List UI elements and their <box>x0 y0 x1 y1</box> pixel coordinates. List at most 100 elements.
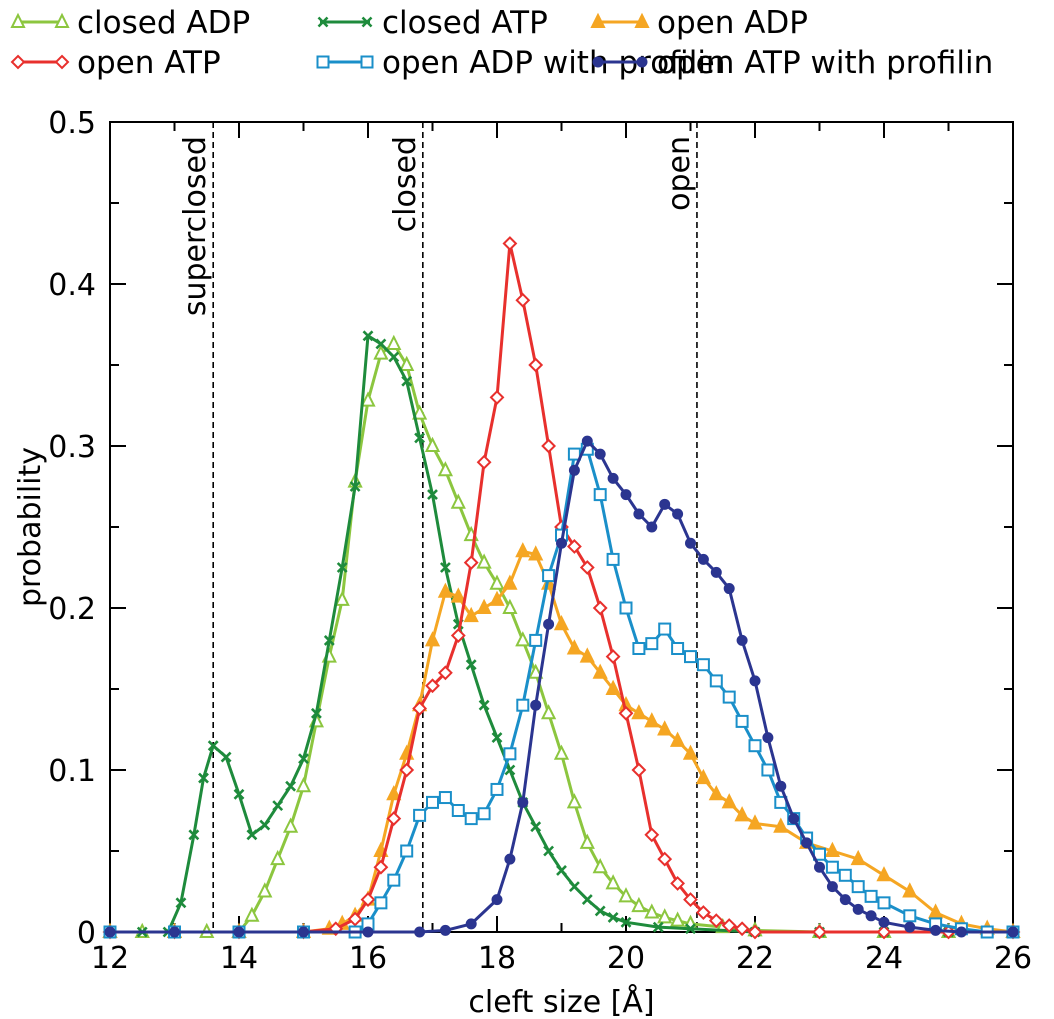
data-point <box>489 389 505 405</box>
x-tick-label: 16 <box>349 941 387 976</box>
data-point <box>104 926 116 938</box>
data-point <box>543 845 555 857</box>
legend-label: closed ATP <box>382 5 548 41</box>
reference-lines: superclosed closed open <box>178 122 698 932</box>
data-point <box>839 894 851 906</box>
data-point <box>735 714 749 728</box>
legend: closed ADP closed ATP open ADP open ATP open… <box>10 5 993 81</box>
data-point <box>386 785 402 801</box>
data-point-stroke <box>246 829 258 841</box>
data-point <box>646 521 658 533</box>
legend-item: open ATP <box>10 45 221 81</box>
data-point <box>788 813 800 825</box>
data-point <box>659 498 671 510</box>
data-point <box>605 874 621 890</box>
data-point <box>450 628 466 643</box>
data-point-stroke <box>427 489 438 501</box>
series-group <box>102 236 1021 940</box>
data-point <box>592 56 604 68</box>
data-point <box>556 865 567 876</box>
legend-item: open ADP with profilin <box>316 45 726 81</box>
data-point-stroke <box>317 16 329 28</box>
data-point <box>414 926 426 938</box>
data-point <box>723 583 735 595</box>
data-point <box>592 857 608 874</box>
data-point <box>515 542 531 558</box>
data-point <box>566 639 583 655</box>
data-point <box>955 926 967 938</box>
data-point <box>652 921 664 933</box>
data-point <box>54 12 70 28</box>
data-point <box>323 634 335 646</box>
data-point <box>620 489 632 501</box>
data-point-stroke <box>581 894 593 906</box>
data-point <box>476 454 492 470</box>
data-point <box>636 56 648 68</box>
data-point <box>272 800 284 812</box>
data-point <box>451 804 465 817</box>
legend-label: open ATP with profilin <box>657 45 993 81</box>
data-point <box>605 649 621 665</box>
data-point <box>244 906 260 922</box>
data-point <box>566 539 582 554</box>
data-point <box>360 391 376 407</box>
data-point-stroke <box>543 845 555 857</box>
data-point <box>618 705 634 721</box>
x-axis-label: cleft size [Å] <box>468 984 654 1019</box>
data-point <box>246 829 258 841</box>
data-point <box>515 631 531 647</box>
data-point <box>465 659 477 671</box>
data-point <box>10 12 26 28</box>
data-point-stroke <box>272 800 284 812</box>
data-point-stroke <box>594 905 606 917</box>
data-point-stroke <box>220 751 232 763</box>
data-point <box>530 821 542 833</box>
legend-item: closed ADP <box>10 5 250 41</box>
data-point <box>515 292 531 308</box>
data-point-stroke <box>401 375 413 387</box>
data-point <box>761 763 775 777</box>
series-open-atp <box>102 236 1021 940</box>
data-point <box>259 819 271 831</box>
y-tick-label: 0.3 <box>48 430 96 465</box>
data-point <box>270 849 286 866</box>
data-point <box>581 894 593 906</box>
y-tick-label: 0 <box>77 916 96 951</box>
series-closed-atp <box>104 330 1019 938</box>
data-point <box>54 54 70 70</box>
data-point <box>708 785 724 801</box>
data-point <box>233 788 245 800</box>
data-point <box>553 744 570 760</box>
data-point <box>504 764 516 776</box>
legend-item: closed ATP <box>317 5 548 41</box>
data-point <box>437 665 453 681</box>
data-point <box>476 598 492 614</box>
data-point <box>876 866 892 882</box>
data-point-stroke <box>652 921 664 933</box>
data-point <box>491 732 503 744</box>
data-point <box>362 926 374 938</box>
reference-line-label: open <box>662 136 697 211</box>
data-point <box>317 16 329 28</box>
data-point <box>412 701 428 716</box>
data-point <box>594 905 606 917</box>
data-point <box>530 699 542 711</box>
data-point <box>360 55 374 69</box>
data-point <box>631 762 647 778</box>
data-point <box>295 776 312 793</box>
data-point <box>579 560 595 575</box>
data-point <box>464 812 478 826</box>
data-point <box>632 642 646 655</box>
data-point <box>282 817 299 833</box>
data-point <box>619 601 633 615</box>
y-tick-label: 0.5 <box>48 106 96 141</box>
data-point <box>645 637 659 651</box>
x-tick-label: 22 <box>736 941 774 976</box>
y-tick-label: 0.4 <box>48 268 96 303</box>
data-point-stroke <box>207 740 219 752</box>
legend-label: open ADP <box>657 5 808 41</box>
data-point <box>633 508 645 520</box>
data-point <box>175 897 187 909</box>
data-point <box>568 881 580 893</box>
